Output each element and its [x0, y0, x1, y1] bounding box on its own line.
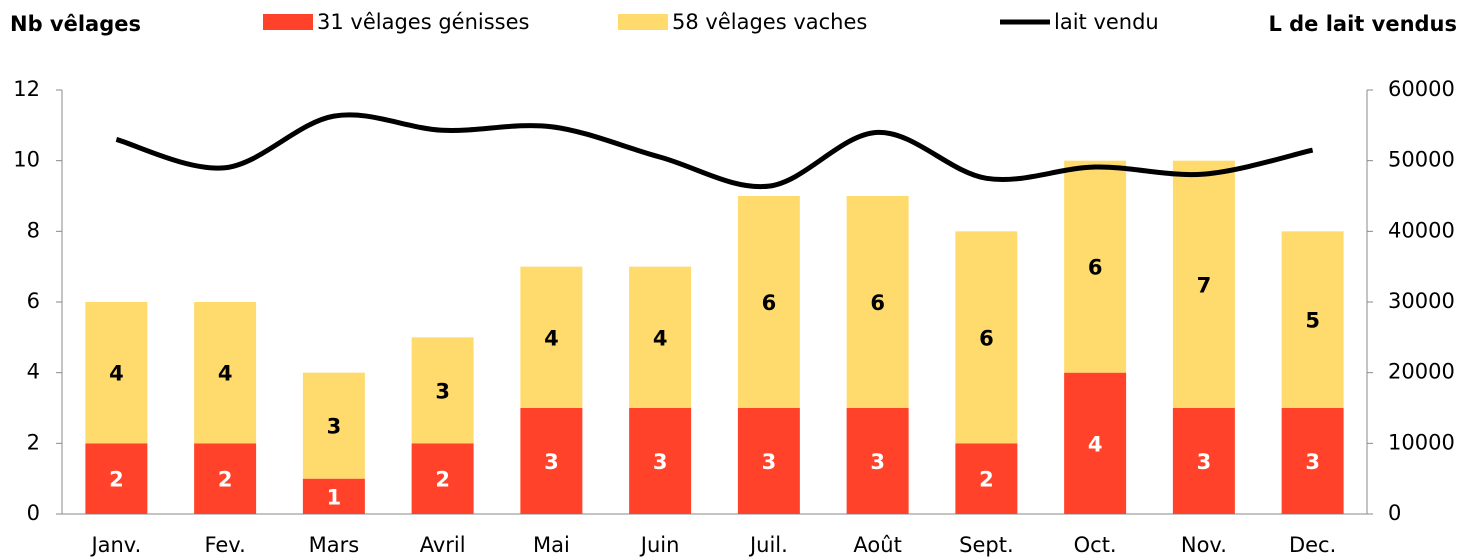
legend-label: lait vendu [1054, 10, 1159, 34]
y-tick-label: 12 [13, 77, 40, 101]
bar-segment [1172, 160, 1235, 408]
bar-segment [846, 408, 909, 514]
bar-segment [194, 443, 257, 514]
data-label: 3 [762, 450, 777, 474]
y2-tick-label: 20000 [1388, 360, 1455, 384]
y2-tick-label: 30000 [1388, 289, 1455, 313]
data-label: 6 [979, 326, 994, 350]
data-label: 3 [435, 379, 450, 403]
x-tick-label: Oct. [1074, 533, 1117, 557]
bar-segment [302, 372, 365, 479]
bar-segment [955, 443, 1018, 514]
y2-tick-label: 60000 [1388, 77, 1455, 101]
y-tick-label: 8 [27, 218, 40, 242]
x-tick-label: Juil. [748, 533, 788, 557]
data-label: 7 [1197, 273, 1212, 297]
data-label: 2 [218, 468, 233, 492]
bar-segment [1064, 372, 1127, 514]
data-label: 3 [870, 450, 885, 474]
x-tick-label: Nov. [1181, 533, 1227, 557]
data-label: 4 [544, 326, 559, 350]
bar-segment [85, 443, 148, 514]
legend-label: 31 vêlages génisses [317, 10, 529, 34]
bar-segment [194, 302, 257, 444]
bar-segment [955, 231, 1018, 444]
bar-segment [1281, 231, 1344, 408]
bar-segment [737, 196, 800, 408]
bar-segment [846, 196, 909, 408]
bar-segment [1064, 160, 1127, 373]
data-label: 4 [109, 362, 124, 386]
data-label: 3 [1305, 450, 1320, 474]
y2-tick-label: 0 [1388, 501, 1401, 525]
bar-segment [520, 408, 583, 514]
y2-axis-label: L de lait vendus [1268, 12, 1457, 36]
legend-swatch [618, 14, 668, 30]
data-label: 6 [870, 291, 885, 315]
data-label: 6 [762, 291, 777, 315]
data-label: 3 [327, 415, 342, 439]
data-label: 6 [1088, 256, 1103, 280]
bar-segment [411, 443, 474, 514]
y2-tick-label: 10000 [1388, 430, 1455, 454]
legend-swatch [263, 14, 313, 30]
y2-tick-label: 40000 [1388, 218, 1455, 242]
data-label: 3 [1197, 450, 1212, 474]
line [115, 112, 1314, 190]
data-label: 4 [218, 362, 233, 386]
bar-segment [1172, 408, 1235, 514]
x-tick-label: Mars [309, 533, 360, 557]
y-axis-label: Nb vêlages [10, 12, 141, 36]
bar-segment [411, 337, 474, 444]
data-label: 5 [1305, 309, 1320, 333]
bar-segment [737, 408, 800, 514]
data-label: 2 [435, 468, 450, 492]
x-tick-label: Janv. [89, 533, 141, 557]
data-label: 2 [979, 468, 994, 492]
bar-segment [629, 266, 692, 408]
data-label: 2 [109, 468, 124, 492]
data-label: 4 [1088, 432, 1103, 456]
y-tick-label: 6 [27, 289, 40, 313]
y-tick-label: 0 [27, 501, 40, 525]
bar-segment [629, 408, 692, 514]
x-tick-label: Dec. [1289, 533, 1336, 557]
data-label: 4 [653, 326, 668, 350]
x-tick-label: Juin [639, 533, 680, 557]
x-tick-label: Sept. [959, 533, 1014, 557]
data-label: 3 [653, 450, 668, 474]
y2-tick-label: 50000 [1388, 148, 1455, 172]
x-tick-label: Fev. [204, 533, 245, 557]
data-label: 1 [327, 485, 342, 509]
bar-segment [1281, 408, 1344, 514]
bar-segment [302, 478, 365, 514]
data-label: 3 [544, 450, 559, 474]
x-tick-label: Avril [420, 533, 466, 557]
y-tick-label: 4 [27, 360, 40, 384]
legend-label: 58 vêlages vaches [672, 10, 867, 34]
y-tick-label: 10 [13, 148, 40, 172]
x-tick-label: Mai [533, 533, 570, 557]
y-tick-label: 2 [27, 430, 40, 454]
bar-segment [85, 302, 148, 444]
bar-segment [520, 266, 583, 408]
x-tick-label: Août [853, 533, 901, 557]
